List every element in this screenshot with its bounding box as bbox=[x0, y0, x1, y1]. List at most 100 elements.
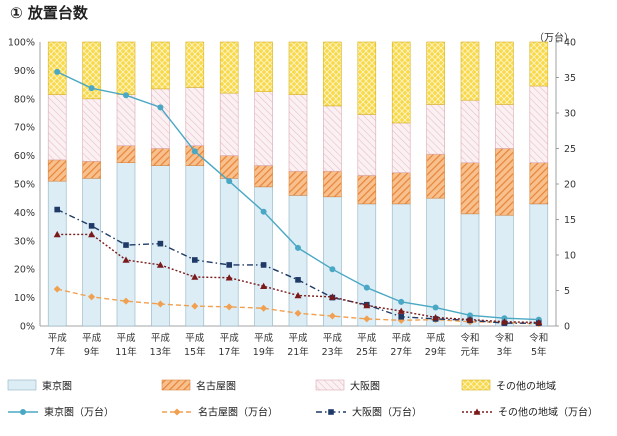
bar-segment-other bbox=[82, 41, 101, 100]
bar-segment-osaka bbox=[426, 104, 445, 155]
x-axis-tick-label-year: 27年 bbox=[390, 346, 412, 358]
data-point-nagoya bbox=[122, 297, 130, 305]
bar-segment-tokyo bbox=[460, 213, 480, 327]
bar-segment-other bbox=[460, 41, 480, 101]
data-point-other bbox=[466, 316, 474, 323]
legend-line-label-tokyo: 東京圏（万台） bbox=[44, 406, 114, 419]
data-point-tokyo bbox=[226, 178, 233, 185]
data-point-tokyo bbox=[329, 266, 336, 273]
legend-swatch-other bbox=[461, 379, 491, 391]
x-axis-tick-label-year: 元年 bbox=[460, 346, 480, 358]
legend-marker-other bbox=[473, 408, 481, 415]
right-axis-unit: （万台） bbox=[534, 33, 574, 44]
data-point-other bbox=[500, 318, 508, 325]
left-axis-tick-label: 100% bbox=[8, 38, 35, 49]
bar-segment-osaka bbox=[185, 87, 205, 146]
legend-marker-nagoya bbox=[173, 408, 181, 416]
x-axis-tick-label-era: 平成 bbox=[357, 332, 377, 344]
bar-segment-nagoya bbox=[426, 153, 445, 199]
data-point-other bbox=[53, 230, 61, 238]
bar-segment-nagoya bbox=[151, 148, 170, 166]
bar-segment-nagoya bbox=[82, 160, 101, 179]
data-point-tokyo bbox=[157, 104, 164, 111]
data-point-osaka bbox=[260, 262, 267, 268]
x-axis-tick-label-era: 平成 bbox=[392, 332, 412, 344]
right-axis-tick-label: 0 bbox=[564, 322, 570, 333]
left-axis-tick-label: 90% bbox=[14, 66, 35, 77]
legend-swatch-tokyo bbox=[7, 379, 37, 391]
bar-segment-other bbox=[495, 41, 514, 105]
bar-segment-nagoya bbox=[323, 170, 342, 198]
bar-segment-osaka bbox=[391, 122, 411, 173]
bar-segment-osaka bbox=[460, 99, 480, 164]
data-point-nagoya bbox=[88, 293, 96, 301]
data-point-tokyo bbox=[191, 148, 198, 155]
data-point-other bbox=[88, 230, 96, 238]
legend-line-label-nagoya: 名古屋圏（万台） bbox=[198, 406, 278, 419]
bar-segment-other bbox=[151, 41, 170, 90]
right-axis-tick-label: 30 bbox=[564, 109, 576, 120]
data-point-tokyo bbox=[88, 85, 95, 92]
data-point-nagoya bbox=[294, 309, 302, 317]
right-axis-tick-label: 5 bbox=[564, 286, 570, 297]
data-point-tokyo bbox=[54, 68, 61, 75]
left-axis-tick-label: 80% bbox=[14, 94, 35, 105]
data-point-other bbox=[363, 301, 371, 309]
left-axis-tick-label: 10% bbox=[14, 293, 35, 304]
data-point-nagoya bbox=[225, 303, 233, 311]
bar-segment-nagoya bbox=[288, 170, 308, 196]
x-axis-tick-label-year: 9年 bbox=[84, 346, 100, 358]
data-point-tokyo bbox=[295, 244, 301, 251]
x-axis-tick-label-era: 平成 bbox=[116, 332, 136, 344]
bar-segment-osaka bbox=[116, 94, 136, 146]
data-point-osaka bbox=[295, 277, 301, 283]
left-axis-tick-label: 40% bbox=[14, 208, 35, 219]
bar-segment-nagoya bbox=[116, 145, 136, 164]
bar-segment-nagoya bbox=[529, 162, 549, 205]
bar-segment-osaka bbox=[47, 94, 67, 161]
data-point-tokyo bbox=[398, 298, 405, 305]
bar-segment-osaka bbox=[151, 88, 170, 149]
data-point-osaka bbox=[157, 240, 164, 247]
bar-segment-other bbox=[323, 41, 342, 107]
bar-segment-other bbox=[254, 41, 273, 93]
bar-segment-nagoya bbox=[357, 175, 377, 205]
x-axis-tick-label-year: 21年 bbox=[287, 346, 309, 358]
data-point-nagoya bbox=[191, 302, 199, 310]
bar-segment-osaka bbox=[288, 94, 308, 172]
legend-line-label-osaka: 大阪圏（万台） bbox=[352, 406, 422, 419]
data-point-nagoya bbox=[328, 312, 336, 320]
bar-segment-tokyo bbox=[288, 195, 308, 327]
left-axis-tick-label: 60% bbox=[14, 151, 35, 162]
bar-segment-nagoya bbox=[47, 159, 67, 182]
bar-segment-osaka bbox=[323, 105, 342, 172]
right-axis-tick-label: 25 bbox=[564, 144, 576, 155]
data-point-other bbox=[328, 293, 336, 300]
page-title: ① 放置台数 bbox=[10, 4, 88, 22]
right-axis-tick-label: 20 bbox=[564, 180, 576, 191]
x-axis-tick-label-year: 13年 bbox=[150, 346, 172, 358]
bar-segment-other bbox=[116, 41, 136, 95]
data-point-tokyo bbox=[260, 208, 267, 215]
bar-segment-nagoya bbox=[495, 148, 514, 216]
data-point-osaka bbox=[398, 313, 404, 320]
bar-segment-nagoya bbox=[460, 162, 480, 215]
x-axis-tick-label-era: 平成 bbox=[254, 332, 274, 344]
x-axis-tick-label-year: 15年 bbox=[184, 346, 206, 358]
legend-marker-osaka bbox=[328, 409, 334, 415]
bar-segment-other bbox=[529, 41, 549, 87]
bar-segment-osaka bbox=[495, 104, 514, 149]
data-point-other bbox=[260, 282, 268, 290]
bar-segment-other bbox=[185, 41, 205, 88]
x-axis-tick-label-era: 令和 bbox=[495, 332, 514, 344]
data-point-tokyo bbox=[501, 315, 508, 322]
x-axis-tick-label-era: 令和 bbox=[529, 332, 548, 344]
left-axis-tick-label: 30% bbox=[14, 236, 35, 247]
data-point-tokyo bbox=[123, 92, 129, 99]
x-axis-tick-label-era: 平成 bbox=[220, 332, 240, 344]
legend-label-osaka: 大阪圏 bbox=[350, 380, 380, 393]
bar-segment-osaka bbox=[219, 92, 239, 156]
x-axis-tick-label-year: 11年 bbox=[115, 346, 137, 358]
x-axis-tick-label-era: 令和 bbox=[460, 332, 479, 344]
